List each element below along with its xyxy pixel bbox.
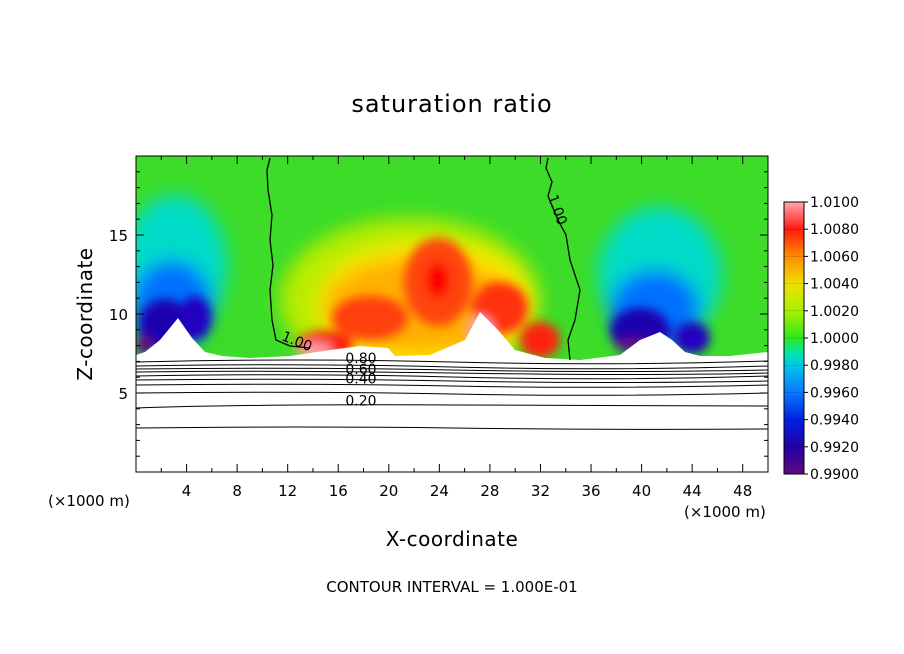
x-tick-label: 20 — [379, 482, 398, 500]
x-unit-left: (×1000 m) — [48, 492, 130, 510]
x-tick-label: 48 — [733, 482, 752, 500]
heatmap-field — [136, 156, 768, 472]
x-tick-label: 40 — [632, 482, 651, 500]
x-tick-label: 12 — [278, 482, 297, 500]
x-tick-label: 8 — [232, 482, 242, 500]
x-tick-label: 44 — [683, 482, 702, 500]
colorbar-tick-label: 1.0060 — [810, 249, 859, 265]
colorbar-tick-label: 1.0000 — [810, 331, 859, 347]
x-tick-label: 28 — [480, 482, 499, 500]
y-tick-label: 10 — [109, 306, 128, 324]
contour-label: 0.40 — [345, 372, 376, 388]
colorbar-tick-label: 0.9980 — [810, 358, 859, 374]
x-unit-right: (×1000 m) — [684, 503, 766, 521]
x-axis-label: X-coordinate — [386, 527, 519, 551]
x-tick-label: 24 — [430, 482, 449, 500]
contour-label: 0.80 — [345, 351, 376, 367]
contour-interval-note: CONTOUR INTERVAL = 1.000E-01 — [326, 578, 577, 596]
colorbar-tick-label: 0.9920 — [810, 440, 859, 456]
colorbar-tick-label: 0.9960 — [810, 385, 859, 401]
y-tick-label: 5 — [118, 385, 128, 403]
y-axis: 5 10 15 — [109, 171, 768, 457]
chart-title: saturation ratio — [351, 90, 552, 118]
x-tick-label: 32 — [531, 482, 550, 500]
colorbar-tick-label: 1.0020 — [810, 304, 859, 320]
y-axis-label: Z-coordinate — [73, 247, 97, 380]
x-tick-label: 4 — [182, 482, 192, 500]
x-axis: 4 8 12 16 20 24 28 32 36 40 44 48 — [160, 156, 752, 500]
contour-label: 0.60 — [345, 362, 376, 378]
colorbar-tick-label: 1.0100 — [810, 195, 859, 211]
colorbar-ticks: 1.0100 1.0080 1.0060 1.0040 1.0020 1.0000 0.99… — [804, 195, 859, 483]
x-tick-label: 36 — [581, 482, 600, 500]
colorbar-tick-label: 1.0040 — [810, 277, 859, 293]
colorbar-tick-label: 0.9940 — [810, 413, 859, 429]
colorbar-tick-label: 1.0080 — [810, 222, 859, 238]
colorbar-bands — [784, 201, 804, 475]
y-tick-label: 15 — [109, 227, 128, 245]
contour-label: 0.20 — [345, 394, 376, 410]
colorbar-tick-label: 0.9900 — [810, 467, 859, 483]
x-tick-label: 16 — [329, 482, 348, 500]
